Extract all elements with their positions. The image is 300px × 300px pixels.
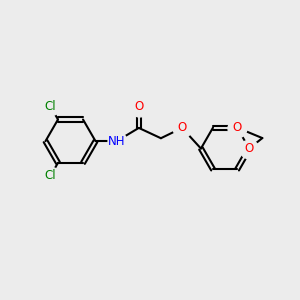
Text: Cl: Cl [45, 100, 56, 113]
Text: O: O [134, 100, 143, 113]
Text: Cl: Cl [45, 169, 56, 182]
Text: O: O [244, 142, 254, 155]
Text: NH: NH [108, 135, 125, 148]
Text: O: O [178, 122, 187, 134]
Text: O: O [232, 121, 242, 134]
